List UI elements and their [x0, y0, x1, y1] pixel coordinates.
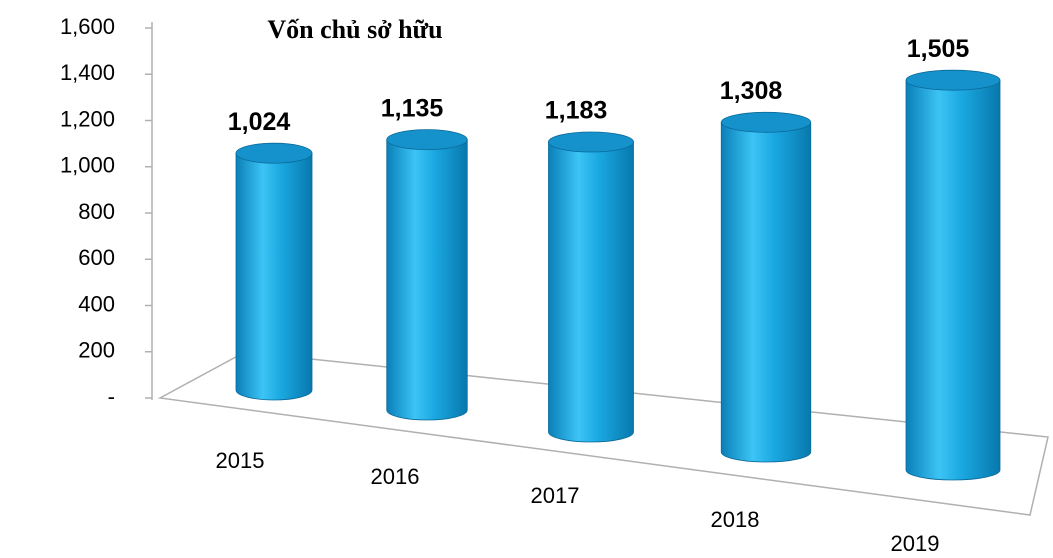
value-label: 1,505	[907, 35, 970, 63]
y-tick-label: 400	[78, 291, 115, 316]
bar-top	[905, 69, 1001, 91]
y-tick-label: 200	[78, 338, 115, 363]
y-tick-label: 1,600	[60, 14, 115, 39]
x-tick-label: 2019	[891, 531, 940, 556]
bar-top	[235, 142, 313, 164]
y-tick-label: -	[108, 384, 115, 409]
y-tick-label: 600	[78, 245, 115, 270]
y-tick-label: 1,400	[60, 60, 115, 85]
value-label: 1,308	[720, 77, 783, 105]
bar-top	[720, 111, 812, 133]
chart-title: Vốn chủ sở hữu	[267, 15, 442, 44]
y-tick-label: 800	[78, 199, 115, 224]
value-label: 1,135	[381, 94, 444, 122]
bar	[720, 121, 812, 463]
bar-top	[548, 131, 634, 153]
y-tick-label: 1,000	[60, 153, 115, 178]
value-label: 1,183	[545, 97, 608, 125]
bar	[235, 152, 313, 401]
x-tick-label: 2017	[531, 483, 580, 508]
x-tick-label: 2016	[371, 464, 420, 489]
bar	[548, 141, 634, 443]
floor	[157, 351, 1049, 516]
y-tick-label: 1,200	[60, 106, 115, 131]
x-tick-label: 2018	[711, 507, 760, 532]
bar-top	[386, 129, 468, 151]
bar	[905, 79, 1001, 481]
x-tick-label: 2015	[216, 448, 265, 473]
bar	[386, 139, 468, 421]
value-label: 1,024	[228, 108, 291, 136]
